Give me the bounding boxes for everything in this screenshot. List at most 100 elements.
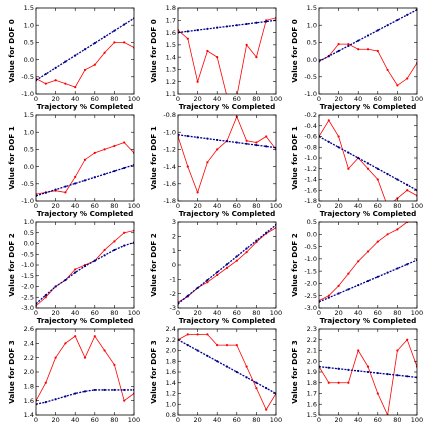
data-point (327, 381, 330, 384)
data-point (83, 48, 87, 51)
data-point (327, 55, 330, 58)
x-axis-label: Trajectory % Completed (37, 209, 134, 218)
data-point (123, 41, 126, 44)
y-tick-label: 1.7 (307, 390, 317, 398)
data-point (406, 263, 409, 266)
x-tick-label: 100 (128, 416, 140, 423)
data-point (74, 54, 77, 57)
data-point (216, 273, 219, 277)
data-point (74, 175, 77, 179)
y-tick-label: 1.8 (166, 4, 176, 12)
y-tick-label: 1.1 (166, 90, 176, 98)
x-tick-label: 80 (110, 309, 118, 317)
data-point (337, 43, 340, 46)
series-line-red (319, 338, 417, 415)
data-point (366, 162, 370, 165)
data-point (235, 141, 238, 144)
data-point (366, 365, 370, 368)
data-point (337, 284, 340, 287)
y-tick-label: 1.5 (166, 41, 176, 49)
y-axis-label: Value for DOF 3 (149, 340, 158, 404)
data-point (245, 22, 248, 26)
y-tick-label: -1.6 (304, 186, 317, 194)
y-tick-label: -1.8 (163, 197, 176, 205)
data-point (113, 388, 116, 392)
data-point (265, 20, 268, 23)
data-point (245, 142, 248, 145)
x-tick-label: 20 (334, 202, 342, 210)
x-tick-label: 80 (252, 202, 260, 210)
y-tick-label: 1.6 (24, 397, 34, 405)
data-point (64, 82, 67, 85)
data-point (255, 387, 258, 390)
data-point (186, 333, 189, 336)
data-point (54, 79, 57, 82)
data-point (245, 376, 248, 379)
series-line-red (36, 142, 134, 195)
data-point (196, 349, 199, 352)
y-tick-label: -0.5 (21, 180, 34, 188)
x-tick-label: 100 (270, 309, 282, 317)
data-point (196, 333, 199, 336)
data-point (406, 183, 409, 186)
y-tick-label: 0.0 (24, 163, 34, 171)
data-point (186, 165, 189, 168)
series-group (319, 119, 417, 201)
x-tick-label: 80 (393, 416, 401, 423)
data-point (245, 43, 248, 46)
y-tick-label: -1.0 (304, 255, 317, 263)
y-tick-label: 0.5 (307, 218, 317, 226)
y-tick-label: 1.2 (166, 390, 176, 398)
y-tick-label: 2.6 (24, 325, 34, 333)
y-tick-label: 2.0 (166, 347, 176, 355)
y-tick-label: -2.0 (21, 283, 34, 291)
data-point (226, 95, 228, 97)
data-point (186, 344, 189, 347)
y-tick-label: -3.0 (304, 304, 317, 312)
x-tick-label: 40 (213, 202, 221, 210)
series-line-blue-dashed (178, 224, 276, 305)
y-tick-label: -1.8 (304, 197, 317, 205)
data-point (54, 285, 57, 288)
data-point (255, 21, 258, 24)
x-axis-label: Trajectory % Completed (37, 316, 134, 325)
x-tick-label: 100 (411, 309, 423, 317)
axes-frame (35, 7, 135, 95)
data-point (265, 145, 268, 148)
data-point (396, 349, 399, 352)
y-tick-label: 0.0 (24, 240, 34, 248)
data-point (366, 279, 370, 283)
data-point (386, 24, 389, 27)
data-point (93, 63, 96, 66)
y-axis-label: Value for DOF 2 (290, 233, 299, 297)
data-point (206, 278, 209, 282)
y-tick-label: 1.0 (24, 21, 34, 29)
x-tick-label: 40 (71, 202, 79, 210)
data-point (337, 367, 340, 370)
data-point (44, 82, 47, 85)
data-point (216, 360, 219, 363)
series-group (178, 333, 276, 411)
data-point (337, 381, 340, 384)
data-point (74, 392, 77, 395)
y-tick-label: 2.4 (24, 340, 34, 348)
data-point (206, 49, 209, 53)
data-point (347, 151, 350, 154)
data-point (216, 271, 219, 274)
data-point (123, 399, 126, 402)
x-tick-label: 60 (374, 202, 382, 210)
data-point (265, 231, 268, 234)
data-point (357, 284, 360, 287)
data-point (386, 173, 389, 176)
x-tick-label: 60 (233, 95, 241, 103)
data-point (186, 37, 189, 40)
data-point (347, 43, 350, 46)
data-point (265, 387, 268, 390)
y-tick-label: -3.0 (21, 304, 34, 312)
data-point (366, 48, 370, 51)
data-point (366, 34, 370, 37)
series-group (36, 335, 134, 406)
axes-frame (35, 114, 135, 202)
data-point (93, 176, 96, 179)
